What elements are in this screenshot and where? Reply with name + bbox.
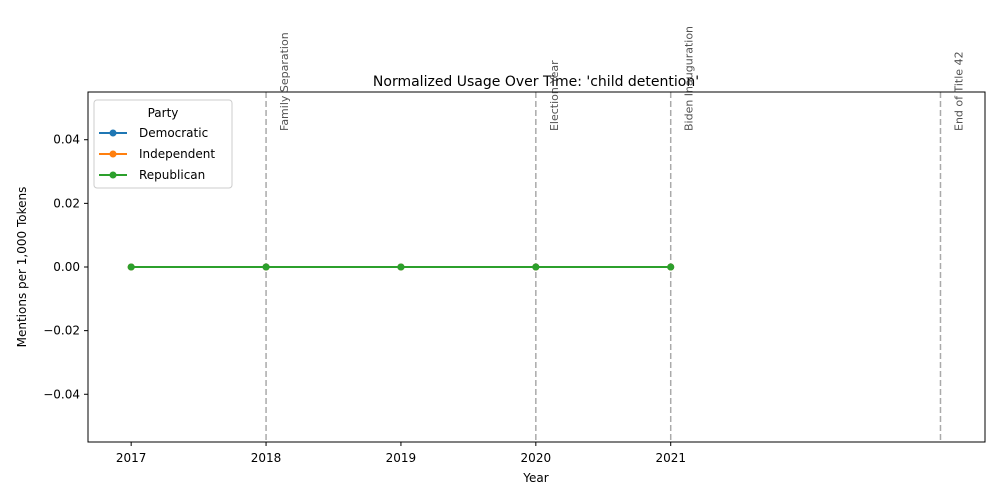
legend-swatch-marker (109, 171, 117, 179)
series-republican (127, 263, 675, 271)
x-axis-label: Year (522, 471, 548, 485)
event-labels: Family Separation Election Year Biden Inau… (278, 26, 965, 131)
data-point (667, 263, 675, 271)
y-tick-label: 0.00 (53, 260, 80, 274)
series-layer (127, 263, 675, 271)
event-label: Biden Inauguration (683, 26, 696, 131)
legend-entry-democratic: Democratic (99, 126, 208, 140)
y-axis: −0.04 −0.02 0.00 0.02 0.04 (43, 133, 88, 401)
event-label: Family Separation (278, 32, 291, 131)
legend-label: Independent (139, 147, 215, 161)
x-tick-label: 2020 (521, 451, 552, 465)
y-tick-label: 0.02 (53, 196, 80, 210)
legend-label: Republican (139, 168, 205, 182)
data-point (397, 263, 405, 271)
x-tick-label: 2021 (655, 451, 686, 465)
y-axis-label: Mentions per 1,000 Tokens (15, 187, 29, 348)
event-label: Election Year (548, 60, 561, 131)
y-tick-label: −0.02 (43, 324, 80, 338)
legend-box (93, 99, 233, 189)
legend-title: Party (148, 106, 179, 120)
x-axis: 2017 2018 2019 2020 2021 (116, 442, 686, 465)
legend-swatch-marker (109, 129, 117, 137)
x-tick-label: 2019 (386, 451, 417, 465)
data-point (532, 263, 540, 271)
legend-entry-republican: Republican (99, 168, 205, 182)
y-tick-label: −0.04 (43, 387, 80, 401)
event-label: End of Title 42 (952, 51, 965, 131)
data-point (127, 263, 135, 271)
data-point (262, 263, 270, 271)
legend-label: Democratic (139, 126, 208, 140)
chart-title: Normalized Usage Over Time: 'child deten… (373, 74, 699, 90)
legend-entry-independent: Independent (99, 147, 215, 161)
x-tick-label: 2017 (116, 451, 147, 465)
x-tick-label: 2018 (251, 451, 282, 465)
legend: Party Democratic Independent Republican (93, 99, 233, 189)
y-tick-label: 0.04 (53, 133, 80, 147)
legend-swatch-marker (109, 150, 117, 158)
